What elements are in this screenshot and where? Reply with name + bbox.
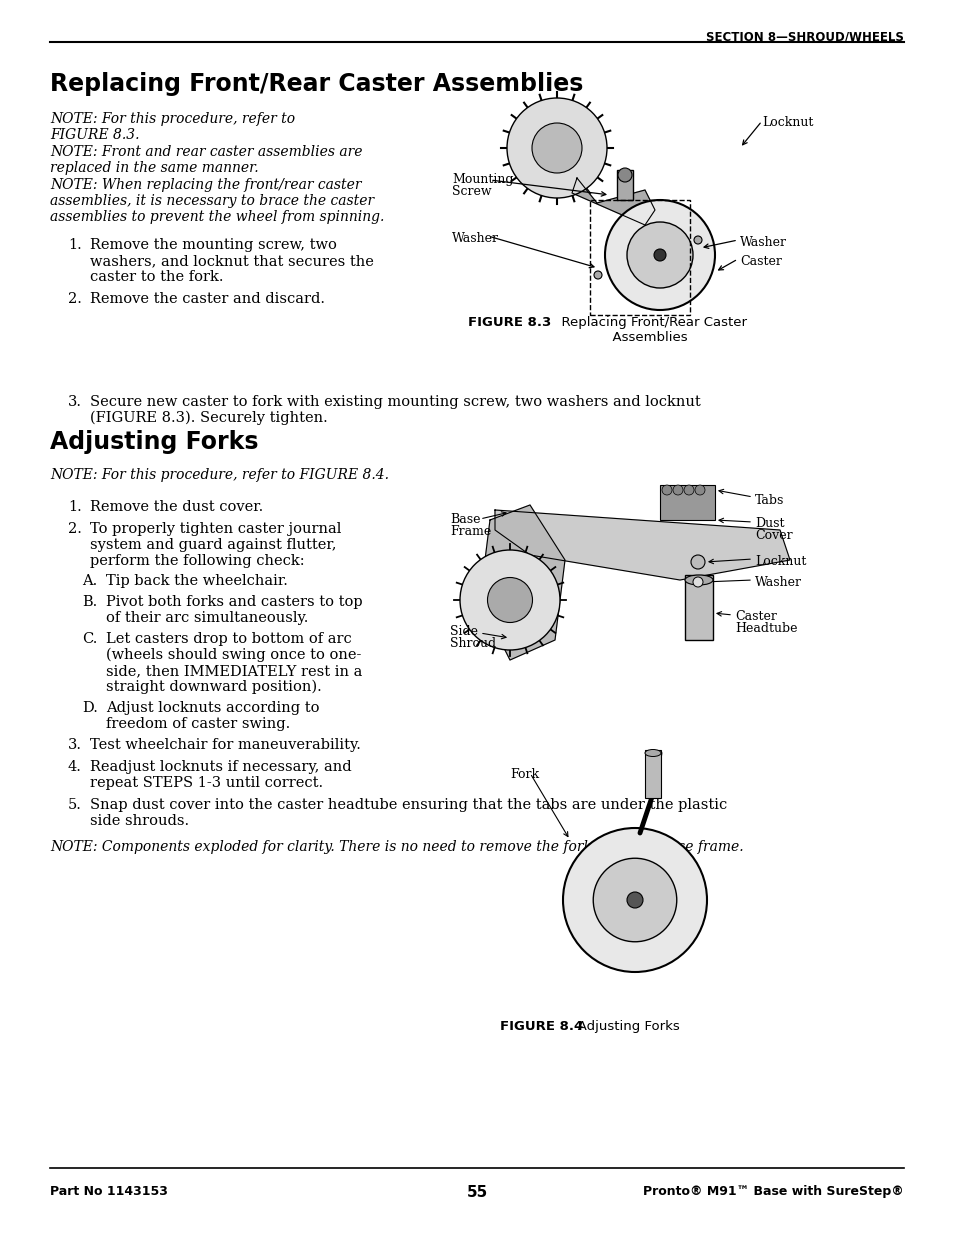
Text: Dust: Dust xyxy=(754,517,783,530)
Text: FIGURE 8.4: FIGURE 8.4 xyxy=(499,1020,582,1032)
Circle shape xyxy=(626,222,692,288)
Text: NOTE: When replacing the front/rear caster
assemblies, it is necessary to brace : NOTE: When replacing the front/rear cast… xyxy=(50,178,384,225)
Text: Part No 1143153: Part No 1143153 xyxy=(50,1186,168,1198)
Circle shape xyxy=(693,236,701,245)
Text: 3.: 3. xyxy=(68,739,82,752)
Text: Tip back the wheelchair.: Tip back the wheelchair. xyxy=(106,574,288,588)
Text: (FIGURE 8.3). Securely tighten.: (FIGURE 8.3). Securely tighten. xyxy=(90,411,328,425)
Polygon shape xyxy=(572,178,655,225)
Circle shape xyxy=(487,578,532,622)
Text: Washer: Washer xyxy=(452,232,498,245)
Text: Shroud: Shroud xyxy=(450,637,496,650)
Text: Locknut: Locknut xyxy=(754,555,805,568)
Text: Test wheelchair for maneuverability.: Test wheelchair for maneuverability. xyxy=(90,739,360,752)
Text: Remove the mounting screw, two: Remove the mounting screw, two xyxy=(90,238,336,252)
Text: Locknut: Locknut xyxy=(761,116,813,128)
Text: Tabs: Tabs xyxy=(754,494,783,508)
Circle shape xyxy=(626,892,642,908)
Text: 5.: 5. xyxy=(68,798,82,811)
Ellipse shape xyxy=(684,576,712,585)
Circle shape xyxy=(618,168,631,182)
Text: D.: D. xyxy=(82,701,98,715)
Text: Headtube: Headtube xyxy=(734,622,797,635)
Text: repeat STEPS 1-3 until correct.: repeat STEPS 1-3 until correct. xyxy=(90,776,323,790)
Text: Pivot both forks and casters to top: Pivot both forks and casters to top xyxy=(106,595,362,609)
Circle shape xyxy=(672,485,682,495)
Text: system and guard against flutter,: system and guard against flutter, xyxy=(90,538,336,552)
Bar xyxy=(589,200,689,315)
Text: Caster: Caster xyxy=(734,610,776,622)
Text: Caster: Caster xyxy=(740,254,781,268)
Text: Base: Base xyxy=(450,513,480,526)
Text: Replacing Front/Rear Caster
              Assemblies: Replacing Front/Rear Caster Assemblies xyxy=(553,316,746,345)
Circle shape xyxy=(506,98,606,198)
Text: NOTE: Front and rear caster assemblies are
replaced in the same manner.: NOTE: Front and rear caster assemblies a… xyxy=(50,144,362,175)
Circle shape xyxy=(604,200,714,310)
Text: straight downward position).: straight downward position). xyxy=(106,680,321,694)
Text: side shrouds.: side shrouds. xyxy=(90,814,189,827)
Circle shape xyxy=(594,270,601,279)
Circle shape xyxy=(695,485,704,495)
Text: 3.: 3. xyxy=(68,395,82,409)
Text: Remove the caster and discard.: Remove the caster and discard. xyxy=(90,291,325,306)
Text: Fork: Fork xyxy=(510,768,538,781)
Circle shape xyxy=(692,577,702,587)
Text: NOTE: For this procedure, refer to
FIGURE 8.3.: NOTE: For this procedure, refer to FIGUR… xyxy=(50,112,294,142)
Text: Readjust locknuts if necessary, and: Readjust locknuts if necessary, and xyxy=(90,760,352,774)
Circle shape xyxy=(459,550,559,650)
Text: washers, and locknut that secures the: washers, and locknut that secures the xyxy=(90,254,374,268)
Text: side, then IMMEDIATELY rest in a: side, then IMMEDIATELY rest in a xyxy=(106,664,362,678)
Bar xyxy=(617,170,633,200)
Text: Snap dust cover into the caster headtube ensuring that the tabs are under the pl: Snap dust cover into the caster headtube… xyxy=(90,798,726,811)
Circle shape xyxy=(654,249,665,261)
Text: B.: B. xyxy=(82,595,97,609)
Text: caster to the fork.: caster to the fork. xyxy=(90,270,223,284)
Text: Adjusting Forks: Adjusting Forks xyxy=(564,1020,679,1032)
Circle shape xyxy=(562,827,706,972)
Text: of their arc simultaneously.: of their arc simultaneously. xyxy=(106,611,308,625)
Text: NOTE: For this procedure, refer to FIGURE 8.4.: NOTE: For this procedure, refer to FIGUR… xyxy=(50,468,389,482)
Text: Adjusting Forks: Adjusting Forks xyxy=(50,430,258,454)
Text: Remove the dust cover.: Remove the dust cover. xyxy=(90,500,263,514)
Text: Mounting: Mounting xyxy=(452,173,513,186)
Text: 2.: 2. xyxy=(68,522,82,536)
Text: perform the following check:: perform the following check: xyxy=(90,555,304,568)
Text: NOTE: Components exploded for clarity. There is no need to remove the fork from : NOTE: Components exploded for clarity. T… xyxy=(50,840,742,853)
Text: Washer: Washer xyxy=(740,236,786,249)
Text: C.: C. xyxy=(82,632,97,646)
Text: Screw: Screw xyxy=(452,185,491,198)
Circle shape xyxy=(593,858,676,942)
Circle shape xyxy=(683,485,693,495)
Polygon shape xyxy=(479,505,564,659)
Text: Adjust locknuts according to: Adjust locknuts according to xyxy=(106,701,319,715)
Text: Side: Side xyxy=(450,625,477,638)
Text: FIGURE 8.3: FIGURE 8.3 xyxy=(468,316,551,329)
Bar xyxy=(659,485,714,520)
Text: SECTION 8—SHROUD/WHEELS: SECTION 8—SHROUD/WHEELS xyxy=(705,30,903,43)
Bar xyxy=(644,750,660,798)
Text: Washer: Washer xyxy=(754,576,801,589)
Circle shape xyxy=(532,124,581,173)
Text: 1.: 1. xyxy=(68,238,82,252)
Circle shape xyxy=(690,555,704,569)
Text: Frame: Frame xyxy=(450,525,491,538)
Circle shape xyxy=(661,485,671,495)
Text: Replacing Front/Rear Caster Assemblies: Replacing Front/Rear Caster Assemblies xyxy=(50,72,583,96)
Text: 4.: 4. xyxy=(68,760,82,774)
Ellipse shape xyxy=(644,750,660,757)
Text: 55: 55 xyxy=(466,1186,487,1200)
Text: Cover: Cover xyxy=(754,529,792,542)
Text: (wheels should swing once to one-: (wheels should swing once to one- xyxy=(106,648,361,662)
Text: freedom of caster swing.: freedom of caster swing. xyxy=(106,718,290,731)
Polygon shape xyxy=(495,510,789,580)
Bar xyxy=(684,576,712,640)
Text: To properly tighten caster journal: To properly tighten caster journal xyxy=(90,522,341,536)
Text: 1.: 1. xyxy=(68,500,82,514)
Text: Let casters drop to bottom of arc: Let casters drop to bottom of arc xyxy=(106,632,352,646)
Text: A.: A. xyxy=(82,574,97,588)
Text: Pronto® M91™ Base with SureStep®: Pronto® M91™ Base with SureStep® xyxy=(642,1186,903,1198)
Text: 2.: 2. xyxy=(68,291,82,306)
Text: Secure new caster to fork with existing mounting screw, two washers and locknut: Secure new caster to fork with existing … xyxy=(90,395,700,409)
